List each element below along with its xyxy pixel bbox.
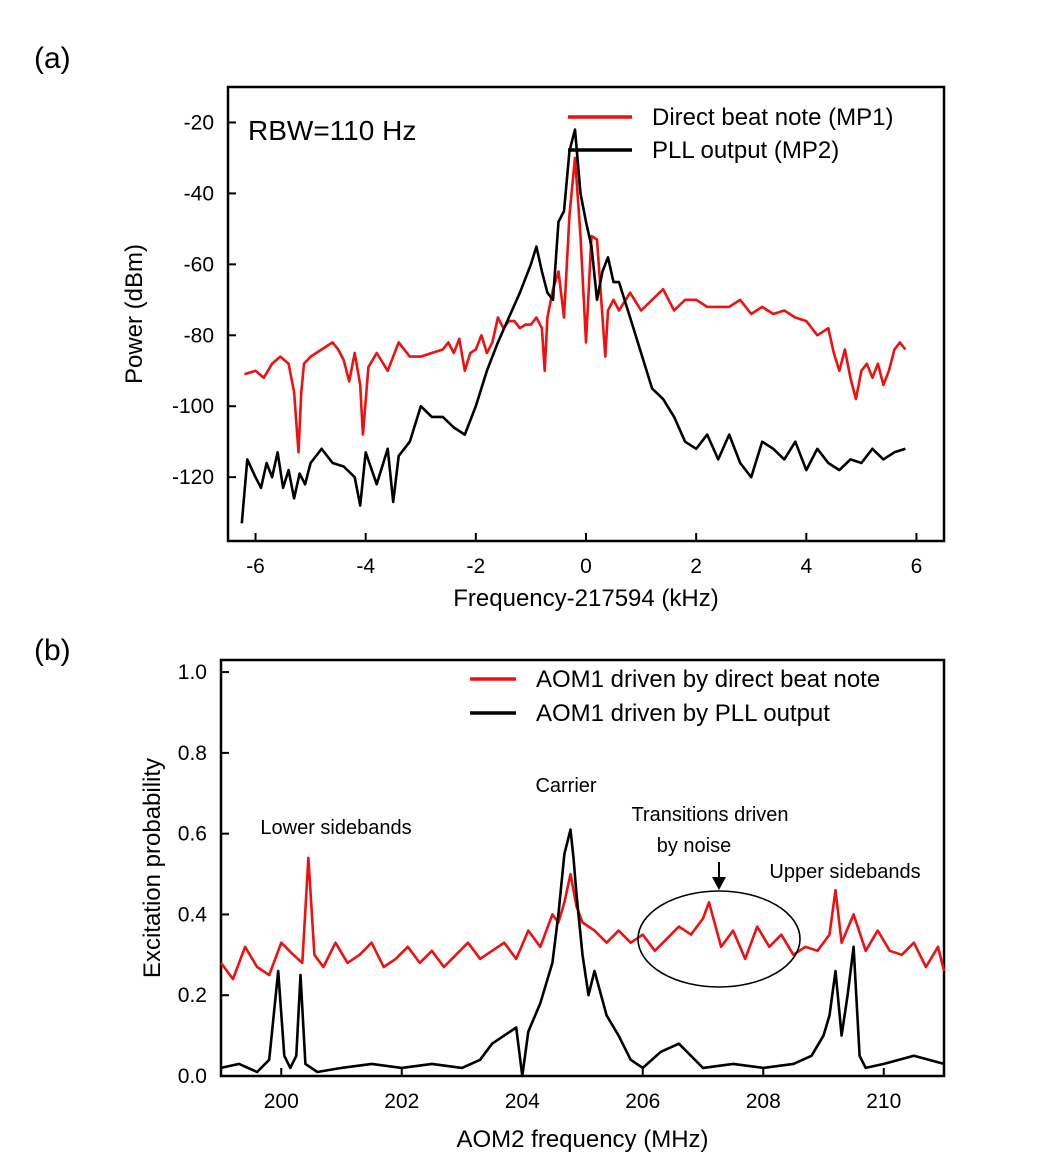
y-tick-label: 0.0 [178, 1065, 207, 1088]
series-line [220, 828, 945, 1078]
panel-a-label: (a) [34, 42, 71, 75]
x-tick-label: 4 [800, 555, 812, 578]
annotation-carrier: Carrier [535, 775, 596, 797]
x-tick-label: -4 [356, 555, 375, 578]
x-tick-label: 210 [866, 1090, 901, 1113]
y-tick-label: 0.8 [178, 742, 207, 765]
x-tick-label: 2 [690, 555, 702, 578]
y-tick-label: 0.4 [178, 903, 208, 926]
y-tick-label: -100 [172, 395, 214, 418]
plot-a: -6 -4 -2 0 2 4 6-120-100-80-60-40-20Frequency-… [121, 85, 946, 612]
x-tick-label: 204 [505, 1090, 540, 1113]
annotation-upper-sidebands: Upper sidebands [769, 861, 920, 883]
series-line [244, 156, 907, 454]
legend-label: Direct beat note (MP1) [652, 104, 893, 131]
x-axis-label: AOM2 frequency (MHz) [456, 1126, 708, 1153]
legend-label: AOM1 driven by direct beat note [536, 666, 880, 693]
x-tick-label: -2 [467, 555, 486, 578]
y-tick-label: -60 [184, 253, 214, 276]
y-tick-label: -40 [184, 182, 214, 205]
y-tick-label: -80 [184, 324, 214, 347]
plot-b: 200 202 204 206 208 210 0.0 0.2 0.4 0.6 0.8 1.0 AOM2… [139, 658, 946, 1153]
series-line [240, 128, 906, 524]
x-axis-label: Frequency-217594 (kHz) [453, 585, 718, 612]
y-axis-label: Excitation probability [139, 758, 166, 978]
y-tick-label: 0.2 [178, 984, 207, 1007]
y-tick-label: -120 [172, 466, 214, 489]
annotation-rbw: RBW=110 Hz [248, 115, 416, 146]
y-tick-label: 1.0 [178, 661, 207, 684]
x-tick-label: 200 [264, 1090, 299, 1113]
y-tick-label: 0.6 [178, 823, 207, 846]
x-tick-label: -6 [246, 555, 265, 578]
panel-b-label: (b) [34, 634, 71, 667]
y-tick-label: -20 [184, 111, 214, 134]
noise-arrow-head [712, 877, 726, 890]
x-tick-label: 208 [746, 1090, 781, 1113]
y-axis-label: Power (dBm) [121, 244, 148, 384]
x-tick-label: 0 [580, 555, 592, 578]
x-tick-label: 206 [625, 1090, 660, 1113]
x-tick-label: 6 [911, 555, 923, 578]
x-tick-label: 202 [384, 1090, 419, 1113]
annotation-by-noise: by noise [657, 835, 732, 857]
legend-label: AOM1 driven by PLL output [536, 700, 830, 727]
annotation-lower-sidebands: Lower sidebands [260, 817, 411, 839]
noise-ellipse [637, 890, 801, 988]
annotation-transitions: Transitions driven [631, 804, 788, 826]
legend-label: PLL output (MP2) [652, 137, 839, 164]
plot-frame [219, 658, 946, 1078]
